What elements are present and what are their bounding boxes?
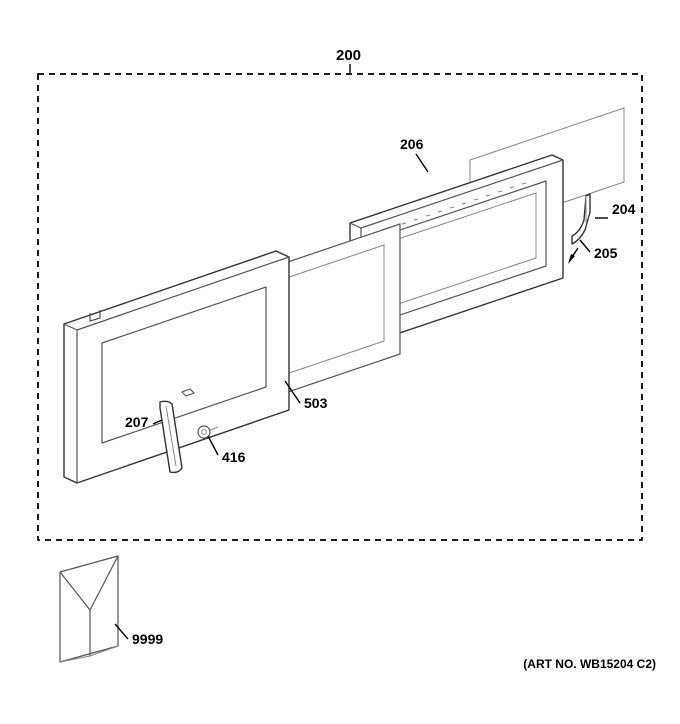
callout-9999: 9999 [132, 631, 163, 647]
art-number: (ART NO. WB15204 C2) [523, 657, 656, 671]
exploded-diagram: 200 206 204 205 503 416 207 9999 (ART NO. WB152… [0, 0, 680, 724]
callout-200: 200 [336, 47, 361, 64]
callout-205: 205 [594, 245, 618, 261]
part-manual [60, 556, 118, 662]
callout-207: 207 [125, 414, 149, 430]
leader-205 [580, 240, 590, 252]
callout-206: 206 [400, 136, 424, 152]
leader-416 [208, 436, 218, 455]
callout-503: 503 [304, 395, 328, 411]
leader-206 [416, 154, 428, 172]
callout-416: 416 [222, 449, 246, 465]
part-latch [568, 194, 590, 264]
panel-outer-door [64, 251, 289, 483]
callout-204: 204 [612, 201, 636, 217]
